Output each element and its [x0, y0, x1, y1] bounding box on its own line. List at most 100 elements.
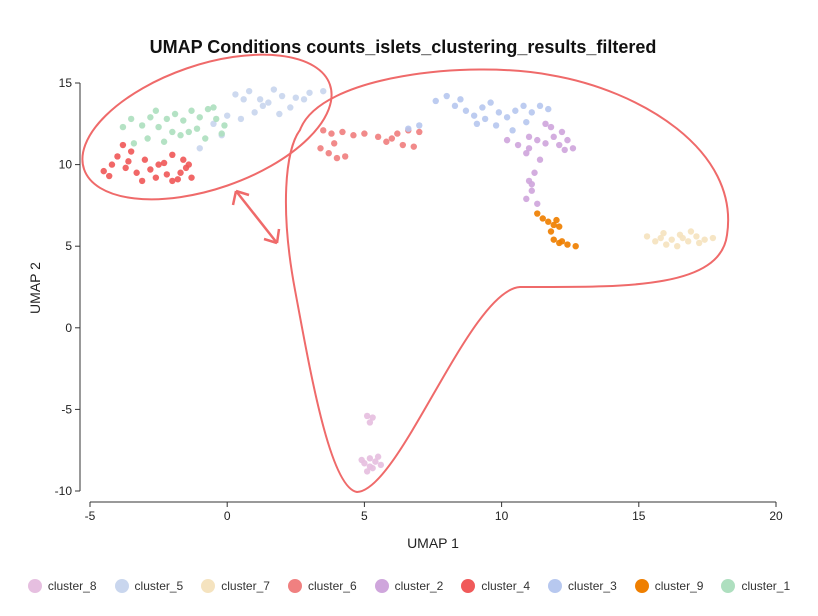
- point-cluster_8: [366, 455, 374, 462]
- legend-item-cluster_8[interactable]: cluster_8: [27, 579, 97, 593]
- point-cluster_4: [114, 153, 121, 160]
- y-tick-label: 0: [65, 321, 72, 335]
- legend-label: cluster_7: [221, 579, 270, 593]
- legend-swatch: [201, 579, 216, 593]
- point-cluster_8: [366, 419, 374, 426]
- legend-item-cluster_6[interactable]: cluster_6: [287, 579, 357, 593]
- legend-label: cluster_8: [47, 579, 97, 593]
- point-cluster_1: [160, 138, 168, 145]
- point-cluster_1: [177, 132, 184, 139]
- x-tick-label: 10: [495, 509, 509, 523]
- point-cluster_2: [514, 141, 522, 149]
- point-cluster_3: [473, 120, 481, 128]
- point-cluster_4: [155, 161, 162, 168]
- point-cluster_1: [204, 105, 212, 113]
- legend-item-cluster_9[interactable]: cluster_9: [634, 579, 704, 593]
- point-cluster_4: [152, 174, 160, 181]
- point-cluster_2: [523, 149, 530, 157]
- point-cluster_1: [185, 128, 192, 136]
- point-cluster_8: [369, 414, 376, 421]
- point-cluster_3: [479, 104, 486, 111]
- legend-item-cluster_7[interactable]: cluster_7: [201, 579, 270, 593]
- point-cluster_2: [550, 133, 557, 141]
- legend-item-cluster_2[interactable]: cluster_2: [374, 579, 443, 593]
- point-cluster_8: [361, 460, 368, 467]
- point-cluster_7: [687, 228, 695, 235]
- point-cluster_7: [652, 238, 659, 245]
- legend: cluster_8 cluster_5 cluster_7 cluster_6 clus…: [0, 574, 818, 598]
- legend-label: cluster_3: [568, 579, 617, 593]
- point-cluster_3: [495, 109, 503, 116]
- point-cluster_2: [503, 136, 511, 144]
- point-cluster_1: [169, 128, 176, 136]
- point-cluster_1: [210, 104, 217, 111]
- annotations: [81, 53, 730, 494]
- point-cluster_7: [709, 234, 717, 242]
- point-cluster_6: [416, 128, 423, 136]
- point-cluster_9: [547, 228, 555, 235]
- legend-swatch: [548, 579, 563, 593]
- point-cluster_4: [141, 156, 149, 163]
- point-cluster_4: [174, 176, 182, 183]
- point-cluster_1: [144, 135, 151, 142]
- x-tick-label: 5: [361, 509, 368, 523]
- point-cluster_1: [119, 123, 127, 131]
- point-cluster_6: [341, 153, 349, 160]
- point-cluster_6: [331, 140, 338, 147]
- x-tick-label: 0: [224, 509, 231, 523]
- point-cluster_5: [259, 102, 267, 110]
- point-cluster_2: [525, 133, 533, 141]
- point-cluster_9: [539, 215, 546, 222]
- point-cluster_2: [534, 200, 541, 207]
- point-cluster_1: [127, 115, 135, 123]
- point-cluster_6: [350, 132, 357, 139]
- point-cluster_1: [221, 122, 228, 129]
- point-cluster_3: [536, 102, 544, 110]
- point-cluster_5: [287, 104, 294, 111]
- point-cluster_4: [180, 156, 187, 163]
- point-cluster_1: [152, 107, 160, 114]
- y-tick-label: 10: [59, 158, 73, 172]
- legend-swatch: [27, 579, 42, 593]
- point-cluster_1: [155, 123, 162, 131]
- axes: -5 0 5 10 15 20 -10 -5 0 5 10 15: [55, 76, 783, 523]
- point-cluster_8: [366, 463, 374, 470]
- point-cluster_8: [372, 458, 379, 465]
- point-cluster_6: [388, 135, 396, 142]
- legend-swatch: [721, 579, 736, 593]
- point-cluster_7: [679, 234, 686, 242]
- legend-item-cluster_3[interactable]: cluster_3: [548, 579, 617, 593]
- point-cluster_3: [528, 109, 535, 116]
- point-cluster_2: [525, 145, 533, 152]
- point-cluster_1: [130, 140, 138, 147]
- x-tick-label: 20: [769, 509, 783, 523]
- point-cluster_1: [147, 114, 154, 121]
- point-cluster_3: [451, 102, 459, 110]
- point-cluster_5: [276, 110, 283, 118]
- point-cluster_5: [240, 96, 247, 103]
- point-cluster_4: [108, 161, 116, 168]
- point-cluster_2: [528, 187, 535, 194]
- point-cluster_7: [657, 234, 664, 242]
- point-cluster_1: [163, 115, 171, 123]
- point-cluster_5: [245, 87, 253, 95]
- point-cluster_2: [564, 136, 571, 144]
- point-cluster_5: [292, 94, 299, 101]
- point-cluster_3: [405, 125, 412, 132]
- point-cluster_9: [534, 210, 541, 217]
- annotation-outline: [284, 68, 730, 494]
- point-cluster_9: [558, 238, 566, 245]
- y-axis-label: UMAP 2: [27, 262, 43, 314]
- point-cluster_4: [163, 171, 171, 178]
- point-cluster_7: [674, 243, 681, 250]
- legend-item-cluster_4[interactable]: cluster_4: [461, 579, 530, 593]
- point-cluster_2: [558, 128, 566, 136]
- legend-item-cluster_1[interactable]: cluster_1: [721, 579, 790, 593]
- point-cluster_7: [684, 238, 692, 245]
- legend-label: cluster_1: [741, 579, 791, 593]
- point-cluster_6: [399, 141, 407, 149]
- legend-item-cluster_5[interactable]: cluster_5: [114, 579, 183, 593]
- point-cluster_6: [328, 130, 335, 137]
- point-cluster_4: [106, 172, 113, 180]
- legend-label: cluster_9: [654, 579, 704, 593]
